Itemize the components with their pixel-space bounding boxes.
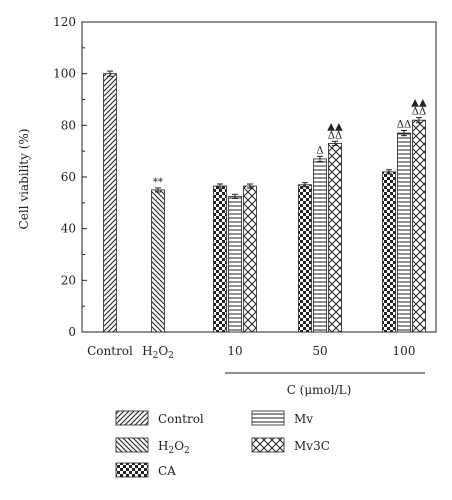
bar-mv3c [243, 185, 257, 333]
legend-swatch [115, 410, 149, 426]
x-axis-labels: Control H2O2 10 50 100 [87, 344, 415, 361]
y-axis-title: Cell viability (%) [17, 129, 31, 230]
y-tick-label: 20 [61, 273, 76, 287]
y-tick-label: 100 [53, 67, 76, 81]
legend-label: Mv [294, 412, 313, 426]
y-tick-label: 80 [61, 118, 76, 132]
y-tick-label: 40 [61, 222, 76, 236]
y-tick-label: 60 [61, 170, 76, 184]
significance-marker: ▲▲ [327, 121, 343, 132]
legend-swatch [115, 437, 149, 453]
legend: Control H2O2 CA Mv Mv3C [115, 410, 330, 478]
significance-marker: ΔΔ [328, 130, 342, 141]
x-tick-label: 100 [393, 344, 416, 358]
legend-swatch [251, 410, 285, 426]
legend-label: H2O2 [158, 439, 190, 456]
significance-marker: Δ [316, 145, 323, 156]
x-tick-label: Control [87, 344, 133, 358]
bar-ca [298, 184, 312, 333]
bar-mv3c [412, 119, 426, 333]
bar-mv3c [328, 143, 342, 333]
y-tick-label: 120 [53, 15, 76, 29]
bar-ca [213, 185, 227, 333]
significance-marker: ΔΔ [397, 120, 411, 131]
legend-label: Mv3C [294, 439, 330, 453]
x-tick-label: 10 [227, 344, 242, 358]
x-axis-title: C (μmol/L) [287, 383, 352, 397]
x-tick-label: H2O2 [142, 344, 174, 361]
legend-swatch [251, 437, 285, 453]
bar-control [103, 73, 117, 333]
bar-mv [228, 195, 242, 333]
y-tick-label: 0 [68, 325, 76, 339]
y-axis-ticks: 0 20 40 60 80 100 120 [53, 15, 87, 339]
significance-annotation: ** [153, 177, 163, 188]
significance-marker: ΔΔ [412, 107, 426, 118]
legend-label: CA [158, 464, 176, 478]
bars: ** [103, 70, 426, 333]
x-tick-label: 50 [312, 344, 327, 358]
bar-ca [382, 171, 396, 333]
legend-swatch [115, 462, 149, 478]
significance-marker: ▲▲ [411, 98, 427, 109]
bar-mv [397, 132, 411, 333]
bar-h2o2 [151, 189, 165, 333]
bar-mv [313, 158, 327, 333]
legend-label: Control [158, 412, 204, 426]
